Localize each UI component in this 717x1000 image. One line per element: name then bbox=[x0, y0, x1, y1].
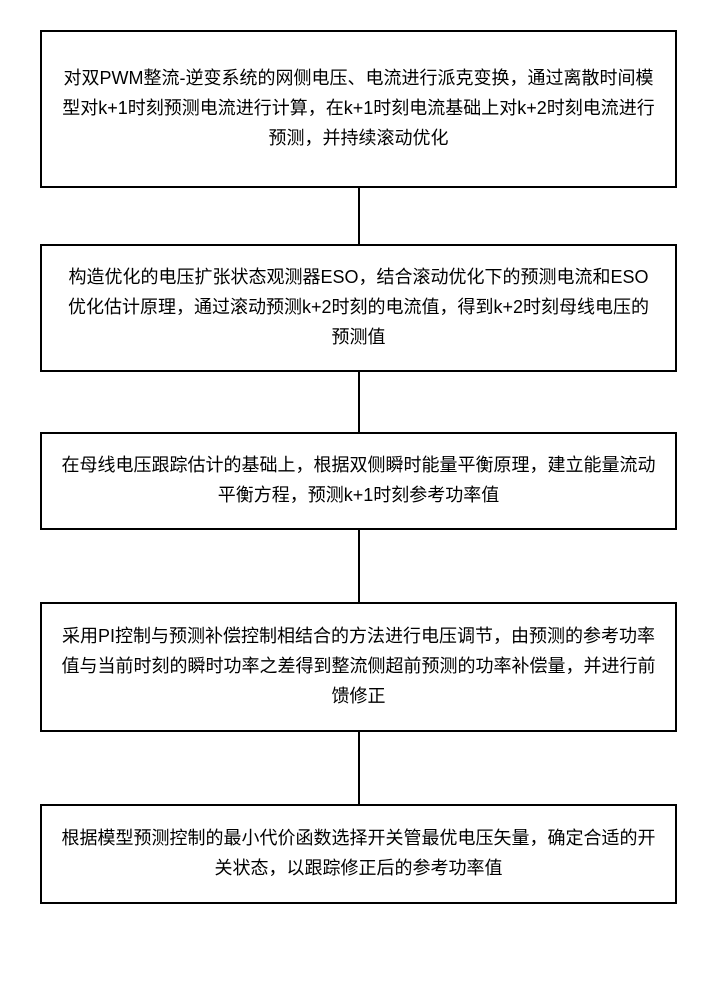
flowchart-step-5: 根据模型预测控制的最小代价函数选择开关管最优电压矢量，确定合适的开关状态，以跟踪… bbox=[40, 804, 677, 904]
flowchart-step-text: 构造优化的电压扩张状态观测器ESO，结合滚动优化下的预测电流和ESO优化估计原理… bbox=[60, 263, 657, 352]
flowchart-container: 对双PWM整流-逆变系统的网侧电压、电流进行派克变换，通过离散时间模型对k+1时… bbox=[40, 30, 677, 904]
flowchart-connector bbox=[358, 372, 360, 432]
flowchart-step-3: 在母线电压跟踪估计的基础上，根据双侧瞬时能量平衡原理，建立能量流动平衡方程，预测… bbox=[40, 432, 677, 530]
flowchart-step-2: 构造优化的电压扩张状态观测器ESO，结合滚动优化下的预测电流和ESO优化估计原理… bbox=[40, 244, 677, 372]
flowchart-connector bbox=[358, 530, 360, 602]
flowchart-step-text: 在母线电压跟踪估计的基础上，根据双侧瞬时能量平衡原理，建立能量流动平衡方程，预测… bbox=[60, 451, 657, 510]
flowchart-connector bbox=[358, 188, 360, 244]
flowchart-connector bbox=[358, 732, 360, 804]
flowchart-step-text: 根据模型预测控制的最小代价函数选择开关管最优电压矢量，确定合适的开关状态，以跟踪… bbox=[60, 824, 657, 883]
flowchart-step-text: 对双PWM整流-逆变系统的网侧电压、电流进行派克变换，通过离散时间模型对k+1时… bbox=[60, 64, 657, 153]
flowchart-step-text: 采用PI控制与预测补偿控制相结合的方法进行电压调节，由预测的参考功率值与当前时刻… bbox=[60, 622, 657, 711]
flowchart-step-4: 采用PI控制与预测补偿控制相结合的方法进行电压调节，由预测的参考功率值与当前时刻… bbox=[40, 602, 677, 732]
flowchart-step-1: 对双PWM整流-逆变系统的网侧电压、电流进行派克变换，通过离散时间模型对k+1时… bbox=[40, 30, 677, 188]
